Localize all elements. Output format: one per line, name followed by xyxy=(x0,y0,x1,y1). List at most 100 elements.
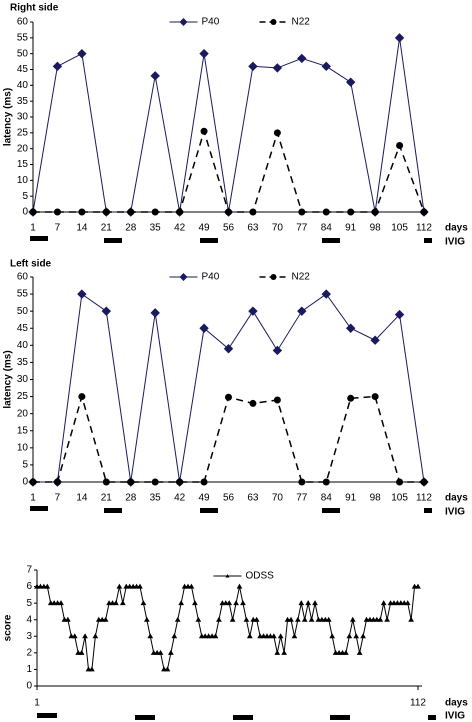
point xyxy=(257,633,263,639)
point xyxy=(106,600,112,606)
x-tick-label: 49 xyxy=(199,223,211,234)
point xyxy=(322,478,330,486)
point xyxy=(143,616,150,622)
x-axis-label: days xyxy=(445,493,468,504)
y-tick-label: 15 xyxy=(17,425,29,436)
x-tick-label: 98 xyxy=(370,493,382,504)
point xyxy=(44,583,51,589)
y-tick-label: 60 xyxy=(17,17,29,28)
point xyxy=(157,649,164,655)
legend-marker xyxy=(179,18,188,26)
point xyxy=(347,394,355,402)
point xyxy=(248,306,258,316)
point xyxy=(65,616,71,622)
point xyxy=(288,616,294,622)
y-tick-label: 60 xyxy=(17,272,29,283)
ivig-bar xyxy=(104,238,122,243)
annotation: IVIG xyxy=(445,507,465,518)
point xyxy=(243,616,250,622)
point xyxy=(298,208,306,216)
point xyxy=(308,616,315,622)
y-axis-label: latency (ms) xyxy=(3,88,14,146)
x-tick-label: 70 xyxy=(272,223,284,234)
point xyxy=(297,53,307,64)
point xyxy=(363,616,370,622)
point xyxy=(161,666,167,672)
ivig-bar xyxy=(30,236,48,241)
point xyxy=(396,478,404,486)
point xyxy=(360,633,366,639)
point xyxy=(295,616,301,622)
point xyxy=(200,478,208,486)
y-tick-label: 5 xyxy=(26,598,32,609)
point xyxy=(219,600,226,606)
point xyxy=(325,616,332,622)
point xyxy=(380,600,387,606)
point xyxy=(58,600,64,606)
point xyxy=(34,583,40,589)
point xyxy=(171,633,178,639)
x-tick-label: 70 xyxy=(272,493,284,504)
legend-marker xyxy=(270,19,277,25)
point xyxy=(77,48,87,59)
y-tick-label: 45 xyxy=(17,64,29,75)
x-tick-label: 84 xyxy=(321,223,333,234)
annotation: IVIG xyxy=(445,711,465,722)
x-tick-label: 105 xyxy=(391,223,408,234)
x-tick-label: 42 xyxy=(174,493,186,504)
point xyxy=(267,633,274,639)
x-tick-label: 63 xyxy=(247,223,259,234)
point xyxy=(319,616,325,622)
point xyxy=(321,61,331,72)
y-tick-label: 5 xyxy=(22,191,28,202)
point xyxy=(420,478,428,486)
x-tick-label: 7 xyxy=(55,493,61,504)
x-tick-label: 98 xyxy=(370,223,382,234)
point xyxy=(249,399,257,407)
y-tick-label: 3 xyxy=(26,631,32,642)
point xyxy=(408,616,414,622)
point xyxy=(298,600,305,606)
point xyxy=(176,208,184,216)
point xyxy=(150,649,157,655)
point xyxy=(397,600,404,606)
point xyxy=(264,633,270,639)
point xyxy=(154,649,160,655)
ivig-bars xyxy=(30,236,436,720)
point xyxy=(273,129,281,137)
point xyxy=(253,616,260,622)
point xyxy=(47,600,54,606)
y-axis-label: latency (ms) xyxy=(3,350,14,408)
ivig-bar xyxy=(424,238,432,243)
point xyxy=(396,142,404,149)
point xyxy=(384,616,390,622)
point xyxy=(123,583,130,589)
point xyxy=(164,666,171,672)
x-tick-label: 28 xyxy=(125,223,137,234)
point xyxy=(53,208,61,216)
point xyxy=(150,71,160,81)
x-tick-label: 21 xyxy=(101,223,113,234)
x-tick-label: 77 xyxy=(296,493,308,504)
point xyxy=(51,600,58,606)
point xyxy=(41,583,47,589)
y-tick-label: 20 xyxy=(17,408,29,419)
point xyxy=(249,208,257,216)
point xyxy=(102,616,109,622)
point xyxy=(315,616,322,622)
point xyxy=(394,600,401,606)
ivig-bar xyxy=(233,715,253,720)
point xyxy=(229,616,236,622)
point xyxy=(209,633,215,639)
point xyxy=(109,600,116,606)
point xyxy=(147,633,154,639)
y-tick-label: 25 xyxy=(17,391,29,402)
x-tick-label: 14 xyxy=(76,493,88,504)
legend-marker xyxy=(179,273,188,281)
y-tick-label: 10 xyxy=(17,442,29,453)
point xyxy=(137,583,143,589)
y-tick-label: 40 xyxy=(17,80,29,91)
ivig-bar xyxy=(330,715,350,720)
x-tick-label: 7 xyxy=(55,223,61,234)
point xyxy=(371,393,379,401)
